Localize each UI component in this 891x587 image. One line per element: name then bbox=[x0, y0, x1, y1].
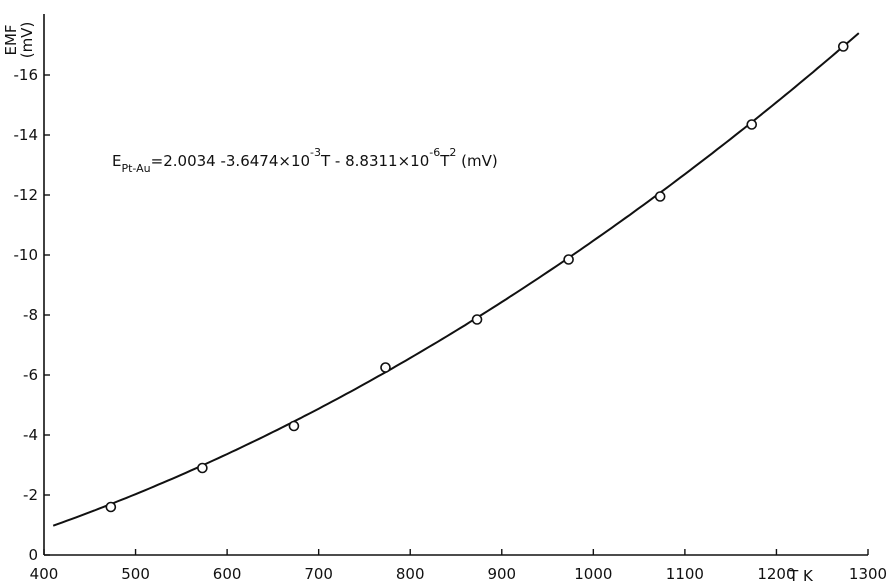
x-tick-label: 1300 bbox=[849, 565, 887, 583]
x-tick-label: 500 bbox=[121, 565, 150, 583]
data-point bbox=[563, 254, 574, 265]
data-point bbox=[746, 119, 758, 130]
data-point bbox=[380, 362, 391, 373]
y-tick-label: -14 bbox=[14, 126, 39, 144]
equation-part1: =2.0034 -3.6474×10 bbox=[151, 152, 310, 170]
y-tick-label: -10 bbox=[14, 246, 39, 264]
equation-exponent1: -3 bbox=[310, 146, 321, 159]
equation-symbol: E bbox=[112, 152, 121, 170]
data-point bbox=[471, 314, 483, 325]
x-tick-label: 800 bbox=[396, 565, 425, 583]
data-point bbox=[837, 41, 849, 52]
y-tick-label: -16 bbox=[14, 66, 39, 84]
x-tick-label: 400 bbox=[30, 565, 59, 583]
data-point bbox=[288, 420, 300, 432]
x-tick-label: 1000 bbox=[574, 565, 612, 583]
y-ticks: 0 -2 -4 -6 -8 -10 -12 -14 -16 bbox=[14, 66, 50, 564]
y-tick-label: -12 bbox=[14, 186, 39, 204]
data-point bbox=[105, 501, 117, 513]
y-tick-label: -6 bbox=[23, 366, 38, 384]
y-tick-label: -4 bbox=[23, 426, 38, 444]
data-point bbox=[654, 191, 666, 202]
fit-curve bbox=[52, 32, 860, 527]
equation-part2: T - 8.8311×10 bbox=[320, 152, 429, 170]
equation-subscript: Pt-Au bbox=[121, 162, 150, 175]
y-tick-label: 0 bbox=[28, 546, 38, 564]
equation-part4: (mV) bbox=[456, 152, 497, 170]
x-tick-label: 1200 bbox=[757, 565, 795, 583]
axes bbox=[43, 14, 868, 556]
y-tick-label: -8 bbox=[23, 306, 38, 324]
x-axis-title: T K bbox=[788, 567, 814, 585]
y-tick-label: -2 bbox=[23, 486, 38, 504]
data-points bbox=[105, 41, 849, 513]
equation-exponent3: 2 bbox=[449, 146, 456, 159]
equation-annotation: EPt-Au=2.0034 -3.6474×10-3T - 8.8311×10-… bbox=[112, 146, 498, 175]
x-tick-label: 900 bbox=[487, 565, 516, 583]
data-point bbox=[197, 462, 208, 474]
y-axis-title-line2: (mV) bbox=[18, 22, 36, 59]
y-axis-title-line1: EMF bbox=[2, 24, 20, 55]
x-ticks: 400 500 600 700 800 900 1000 1100 1200 1300 bbox=[30, 549, 887, 583]
y-axis-title: EMF (mV) bbox=[2, 22, 36, 59]
equation-exponent2: -6 bbox=[429, 146, 440, 159]
equation-part3: T bbox=[439, 152, 450, 170]
x-tick-label: 700 bbox=[304, 565, 333, 583]
x-tick-label: 1100 bbox=[666, 565, 704, 583]
x-tick-label: 600 bbox=[213, 565, 242, 583]
